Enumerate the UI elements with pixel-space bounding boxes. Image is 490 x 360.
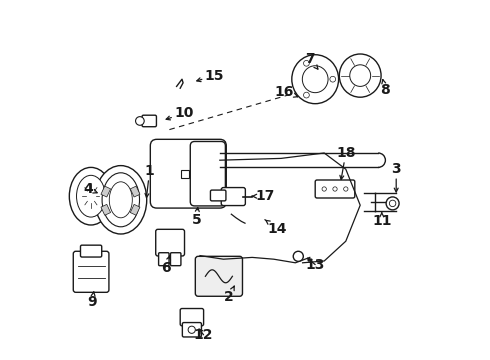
FancyBboxPatch shape: [171, 253, 181, 266]
Circle shape: [390, 200, 396, 207]
Bar: [130, 186, 140, 197]
Bar: [101, 204, 111, 215]
Ellipse shape: [339, 54, 381, 97]
Ellipse shape: [302, 66, 328, 93]
FancyBboxPatch shape: [210, 190, 226, 201]
FancyBboxPatch shape: [150, 139, 226, 208]
Ellipse shape: [69, 167, 113, 225]
Bar: [101, 186, 111, 197]
Ellipse shape: [350, 65, 370, 86]
Text: 5: 5: [192, 208, 201, 226]
Text: 16: 16: [275, 85, 298, 99]
FancyBboxPatch shape: [142, 115, 156, 127]
Bar: [181, 170, 189, 178]
Text: 1: 1: [145, 164, 154, 197]
Text: 2: 2: [224, 286, 234, 304]
Text: 9: 9: [87, 292, 97, 309]
Ellipse shape: [102, 173, 140, 227]
Text: 18: 18: [336, 146, 356, 180]
Circle shape: [333, 187, 337, 191]
FancyBboxPatch shape: [159, 253, 169, 266]
FancyBboxPatch shape: [190, 141, 225, 206]
Text: 8: 8: [381, 80, 390, 97]
Text: 12: 12: [194, 328, 213, 342]
Circle shape: [330, 76, 336, 82]
Text: 4: 4: [83, 182, 97, 196]
Circle shape: [188, 326, 196, 333]
Text: 3: 3: [392, 162, 401, 192]
Text: 6: 6: [161, 256, 171, 275]
Text: 10: 10: [166, 107, 194, 120]
FancyBboxPatch shape: [80, 245, 102, 257]
Circle shape: [343, 187, 348, 191]
Ellipse shape: [292, 55, 339, 104]
Ellipse shape: [95, 166, 147, 234]
Circle shape: [293, 251, 303, 261]
Bar: [130, 204, 140, 215]
FancyBboxPatch shape: [196, 256, 243, 296]
FancyBboxPatch shape: [180, 309, 204, 326]
FancyBboxPatch shape: [156, 229, 185, 256]
Ellipse shape: [76, 175, 105, 217]
Ellipse shape: [109, 182, 132, 218]
Text: 15: 15: [197, 69, 224, 82]
Text: 17: 17: [252, 189, 274, 203]
Text: 7: 7: [305, 53, 318, 69]
Circle shape: [136, 117, 144, 125]
Circle shape: [303, 60, 309, 66]
Circle shape: [386, 197, 399, 210]
FancyBboxPatch shape: [182, 323, 201, 337]
Text: 11: 11: [372, 212, 392, 228]
FancyBboxPatch shape: [74, 251, 109, 292]
Circle shape: [303, 92, 309, 98]
Text: 13: 13: [305, 258, 325, 271]
FancyBboxPatch shape: [315, 180, 355, 198]
Text: 14: 14: [265, 220, 287, 235]
FancyBboxPatch shape: [221, 188, 245, 206]
Circle shape: [322, 187, 326, 191]
